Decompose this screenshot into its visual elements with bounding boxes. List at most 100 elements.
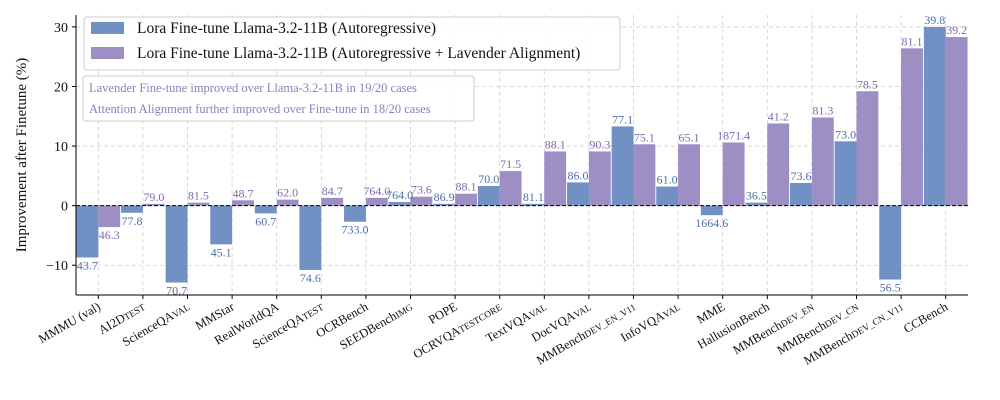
bar-series-0-16	[790, 183, 812, 206]
value-label: 79.0	[143, 190, 164, 204]
bar-series-1-16	[811, 117, 834, 206]
legend-label-autoregressive: Lora Fine-tune Llama-3.2-11B (Autoregres…	[137, 20, 436, 37]
y-tick-label: 20	[54, 80, 68, 95]
bar-series-0-11	[567, 182, 589, 206]
legend-label-lavender: Lora Fine-tune Llama-3.2-11B (Autoregres…	[137, 45, 580, 62]
value-label: 39.8	[924, 13, 945, 27]
value-label: 73.6	[411, 183, 432, 197]
bars-group	[76, 26, 968, 283]
value-label: 60.7	[255, 214, 276, 228]
bar-series-1-9	[499, 171, 522, 206]
value-label: 77.8	[121, 214, 142, 228]
bar-series-0-10	[522, 203, 545, 206]
bar-series-1-7	[410, 196, 433, 206]
value-label: 81.5	[188, 189, 209, 203]
bar-series-1-0	[98, 205, 121, 228]
bar-series-1-3	[232, 200, 254, 206]
bar-series-1-12	[633, 144, 656, 206]
value-label: 84.7	[322, 184, 343, 198]
y-tick-label: 10	[54, 140, 68, 155]
legend: Lora Fine-tune Llama-3.2-11B (Autoregres…	[83, 16, 621, 71]
bar-series-1-2	[187, 202, 210, 206]
bar-series-0-9	[477, 185, 500, 206]
bar-series-0-13	[656, 186, 679, 206]
bar-series-0-19	[923, 26, 946, 206]
x-tick-label: ScienceQAVAL	[120, 299, 192, 349]
bar-series-1-8	[455, 193, 477, 206]
bar-series-1-17	[856, 91, 879, 206]
y-tick-label: −10	[46, 259, 68, 274]
value-label: 71.5	[500, 157, 521, 171]
value-label: 73.0	[835, 127, 856, 141]
bar-series-1-10	[544, 151, 567, 206]
value-label: 81.3	[812, 103, 833, 117]
annotation-line-2: Attention Alignment further improved ove…	[89, 102, 431, 116]
bar-series-0-2	[165, 205, 188, 283]
bar-series-0-6	[344, 205, 366, 222]
value-label: 1664.6	[695, 216, 728, 230]
value-label: 88.1	[456, 180, 477, 194]
bar-series-1-13	[678, 144, 700, 206]
x-tick-label: POPE	[426, 299, 460, 327]
value-label: 62.0	[277, 186, 298, 200]
value-label: 90.3	[589, 137, 610, 151]
bar-series-0-0	[76, 205, 99, 258]
bar-series-0-5	[299, 205, 322, 270]
bar-series-1-6	[365, 197, 388, 206]
value-label: 73.6	[790, 169, 811, 183]
legend-swatch-lavender	[91, 47, 124, 59]
value-label: 764.0	[386, 188, 413, 202]
y-axis-ticks: −10 0 10 20 30	[46, 21, 76, 274]
value-label: 74.6	[300, 271, 321, 285]
value-label: 70.0	[478, 172, 499, 186]
value-label: 48.7	[233, 186, 254, 200]
x-tick-label: MMMU (val)	[36, 299, 103, 346]
value-label: 86.0	[567, 168, 588, 182]
value-label: 733.0	[341, 223, 368, 237]
bar-series-0-7	[388, 202, 411, 206]
bar-series-1-1	[142, 203, 165, 206]
value-label: 56.5	[880, 281, 901, 295]
value-label: 88.1	[545, 137, 566, 151]
bar-series-0-4	[254, 205, 277, 214]
axes	[75, 15, 968, 296]
annotation-box: Lavender Fine-tune improved over Llama-3…	[82, 75, 475, 122]
bar-series-0-14	[700, 205, 723, 216]
bar-series-0-1	[121, 205, 143, 213]
value-label: 75.1	[634, 130, 655, 144]
bar-series-0-17	[834, 141, 857, 206]
bar-series-0-8	[433, 203, 456, 206]
x-tick-label: MME	[694, 299, 727, 326]
value-label: 81.1	[523, 190, 544, 204]
annotation-frame	[82, 75, 475, 122]
bar-series-0-15	[745, 202, 768, 206]
y-axis-title: Improvement after Finetune (%)	[14, 58, 30, 253]
bar-series-1-5	[321, 197, 344, 206]
value-label: 36.5	[746, 189, 767, 203]
legend-box	[83, 16, 621, 71]
x-tick-label: CCBench	[901, 299, 951, 336]
bar-series-0-12	[611, 126, 634, 206]
bar-series-1-4	[276, 199, 299, 206]
value-label: 46.3	[99, 228, 120, 242]
value-label: 65.1	[679, 130, 700, 144]
value-label: 78.5	[857, 77, 878, 91]
bar-series-1-19	[945, 37, 968, 206]
value-label: 39.2	[946, 23, 967, 37]
value-label: 86.9	[434, 190, 455, 204]
value-label: 81.1	[902, 34, 923, 48]
value-label: 45.1	[211, 245, 232, 259]
value-label: 70.7	[166, 283, 187, 297]
y-tick-label: 0	[61, 200, 68, 215]
value-label: 43.7	[77, 258, 98, 272]
value-label: 1871.4	[717, 128, 750, 142]
value-label: 41.2	[768, 109, 789, 123]
bar-series-1-18	[901, 48, 923, 206]
bar-series-1-14	[722, 142, 745, 206]
value-labels: 43.7 77.8 70.7 45.1 60.7 74.6 733.0 764.0 86.9 70…	[77, 13, 967, 298]
value-label: 61.0	[657, 173, 678, 187]
annotation-line-1: Lavender Fine-tune improved over Llama-3…	[89, 81, 417, 95]
bar-series-1-11	[588, 151, 611, 206]
y-tick-label: 30	[54, 21, 68, 36]
